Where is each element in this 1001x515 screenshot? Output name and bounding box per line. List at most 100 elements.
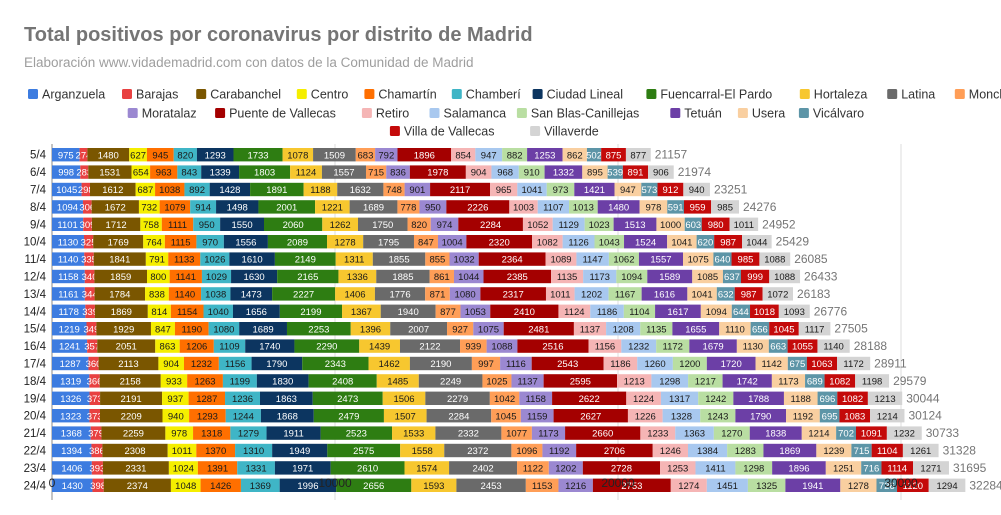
bar-segment-hortaleza [282,148,314,162]
bar-segment-san-blas-canillejas [656,339,690,353]
bar-segment-retiro [588,339,622,353]
data-label: 1439 [369,342,390,353]
bar-segment-villaverde [762,287,793,301]
data-label: 2051 [116,342,137,353]
data-label: 637 [724,272,740,283]
legend-item-carabanchel[interactable]: Carabanchel [196,88,281,102]
legend-item-tetuan[interactable]: Tetuán [670,107,722,121]
data-label: 1088 [774,272,795,283]
bar-segment-chamberi [225,409,261,423]
bar-segment-barajas [82,200,92,214]
bar-segment-moratalaz [449,287,481,301]
legend-item-centro[interactable]: Centro [296,88,349,102]
bar-segment-centro [150,322,175,336]
bar-segment-fuencarral-el-pardo [336,478,412,492]
bar-segment-retiro [652,443,688,458]
data-label: 820 [177,150,193,161]
data-label: 1130 [58,237,78,248]
data-label: 1159 [527,411,547,422]
legend-item-ciudad-lineal[interactable]: Ciudad Lineal [532,88,623,102]
bar-segment-latina [358,217,408,231]
legend-item-latina[interactable]: Latina [887,88,935,102]
legend-swatch-villa-de-vallecas [389,126,400,136]
bar-segment-villa-de-vallecas [881,461,913,475]
legend-item-hortaleza[interactable]: Hortaleza [799,88,868,102]
bar-segment-vicalvaro [586,148,602,162]
bar-segment-latina [321,165,366,179]
data-label: 1863 [276,394,297,405]
bar-row-19-4: 19/4 1326 373 2191 937 1287 1236 1863 2473 1506 22… [24,391,940,405]
data-label: 947 [620,185,636,196]
bar-segment-hortaleza [335,252,373,266]
data-label: 1574 [416,464,437,475]
data-label: 1082 [842,394,863,405]
bar-row-13-4: 13/4 1161 344 1784 838 1140 1038 1473 2227 1406 17… [24,287,831,301]
data-label: 933 [166,377,182,388]
data-label: 792 [378,150,394,161]
legend-item-villa-de-vallecas[interactable]: Villa de Vallecas [389,125,495,139]
legend-item-arganzuela[interactable]: Arganzuela [28,88,105,102]
bar-segment-fuencarral-el-pardo [263,217,323,231]
bar-segment-vicalvaro [607,165,623,179]
bar-segment-vicalvaro [722,269,741,284]
bar-segment-moratalaz [500,356,532,371]
data-label: 854 [455,150,471,161]
legend-item-puente-de-vallecas[interactable]: Puente de Vallecas [215,107,336,121]
legend-item-villaverde[interactable]: Villaverde [530,125,599,139]
legend-item-barajas[interactable]: Barajas [122,88,178,102]
data-label: 1080 [213,324,234,335]
data-label: 1524 [635,237,656,248]
bar-segment-moncloa-aravaca [407,217,431,231]
bar-segment-tetuan [655,304,701,318]
bar-segment-carabanchel [102,461,169,475]
legend-item-usera[interactable]: Usera [737,107,785,121]
legend-item-moratalaz[interactable]: Moratalaz [127,107,197,121]
legend-item-chamartin[interactable]: Chamartín [364,88,437,102]
bar-segment-moncloa-aravaca [511,443,543,458]
data-label: 1911 [283,429,303,440]
bar-total-label: 24276 [743,200,777,214]
bar-segment-retiro [558,304,591,318]
bar-segment-villa-de-vallecas [701,217,730,231]
data-label: 2331 [125,464,146,475]
bar-segment-latina [444,443,512,458]
data-label: 1891 [266,185,287,196]
data-label: 1253 [534,150,555,161]
data-label: 1079 [164,203,185,214]
legend-item-chamberi[interactable]: Chamberí [451,88,521,102]
bar-segment-chamberi [201,269,232,284]
data-label: 1260 [644,359,665,370]
data-label: 1480 [608,203,629,214]
bar-segment-chamartin [193,426,231,440]
legend-item-san-blas-canillejas[interactable]: San Blas-Canillejas [516,107,639,121]
bar-segment-villaverde [928,478,966,492]
bar-segment-villa-de-vallecas [750,304,779,318]
bar-segment-centro [131,165,151,179]
data-label: 1101 [57,220,77,231]
legend-item-vicalvaro[interactable]: Vicálvaro [798,107,864,121]
bar-segment-arganzuela [52,426,91,440]
data-label: 1080 [455,290,476,301]
data-label: 855 [429,255,445,266]
data-label: 1013 [573,203,594,214]
bar-segment-vicalvaro [731,304,751,318]
bar-segment-puente-de-vallecas [592,478,671,492]
data-label: 814 [151,307,167,318]
data-label: 366 [87,377,103,388]
data-label: 1507 [395,411,416,422]
data-label: 1094 [706,307,727,318]
bar-segment-puente-de-vallecas [553,409,628,423]
legend-item-fuencarral-el-pardo[interactable]: Fuencarral-El Pardo [646,88,772,102]
legend-swatch-san-blas-canillejas [516,108,527,118]
data-label: 2249 [440,377,461,388]
legend-item-retiro[interactable]: Retiro [361,107,409,121]
data-label: 987 [720,237,736,248]
data-label: 1712 [106,220,127,231]
y-category-label: 6/4 [30,167,47,179]
legend-item-salamanca[interactable]: Salamanca [429,107,507,121]
data-label: 862 [567,150,583,161]
legend-item-moncloa-aravaca[interactable]: Moncloa-Aravaca [954,88,1001,102]
bar-segment-moratalaz [519,391,553,405]
bar-segment-arganzuela [52,322,87,336]
data-label: 1263 [194,377,215,388]
